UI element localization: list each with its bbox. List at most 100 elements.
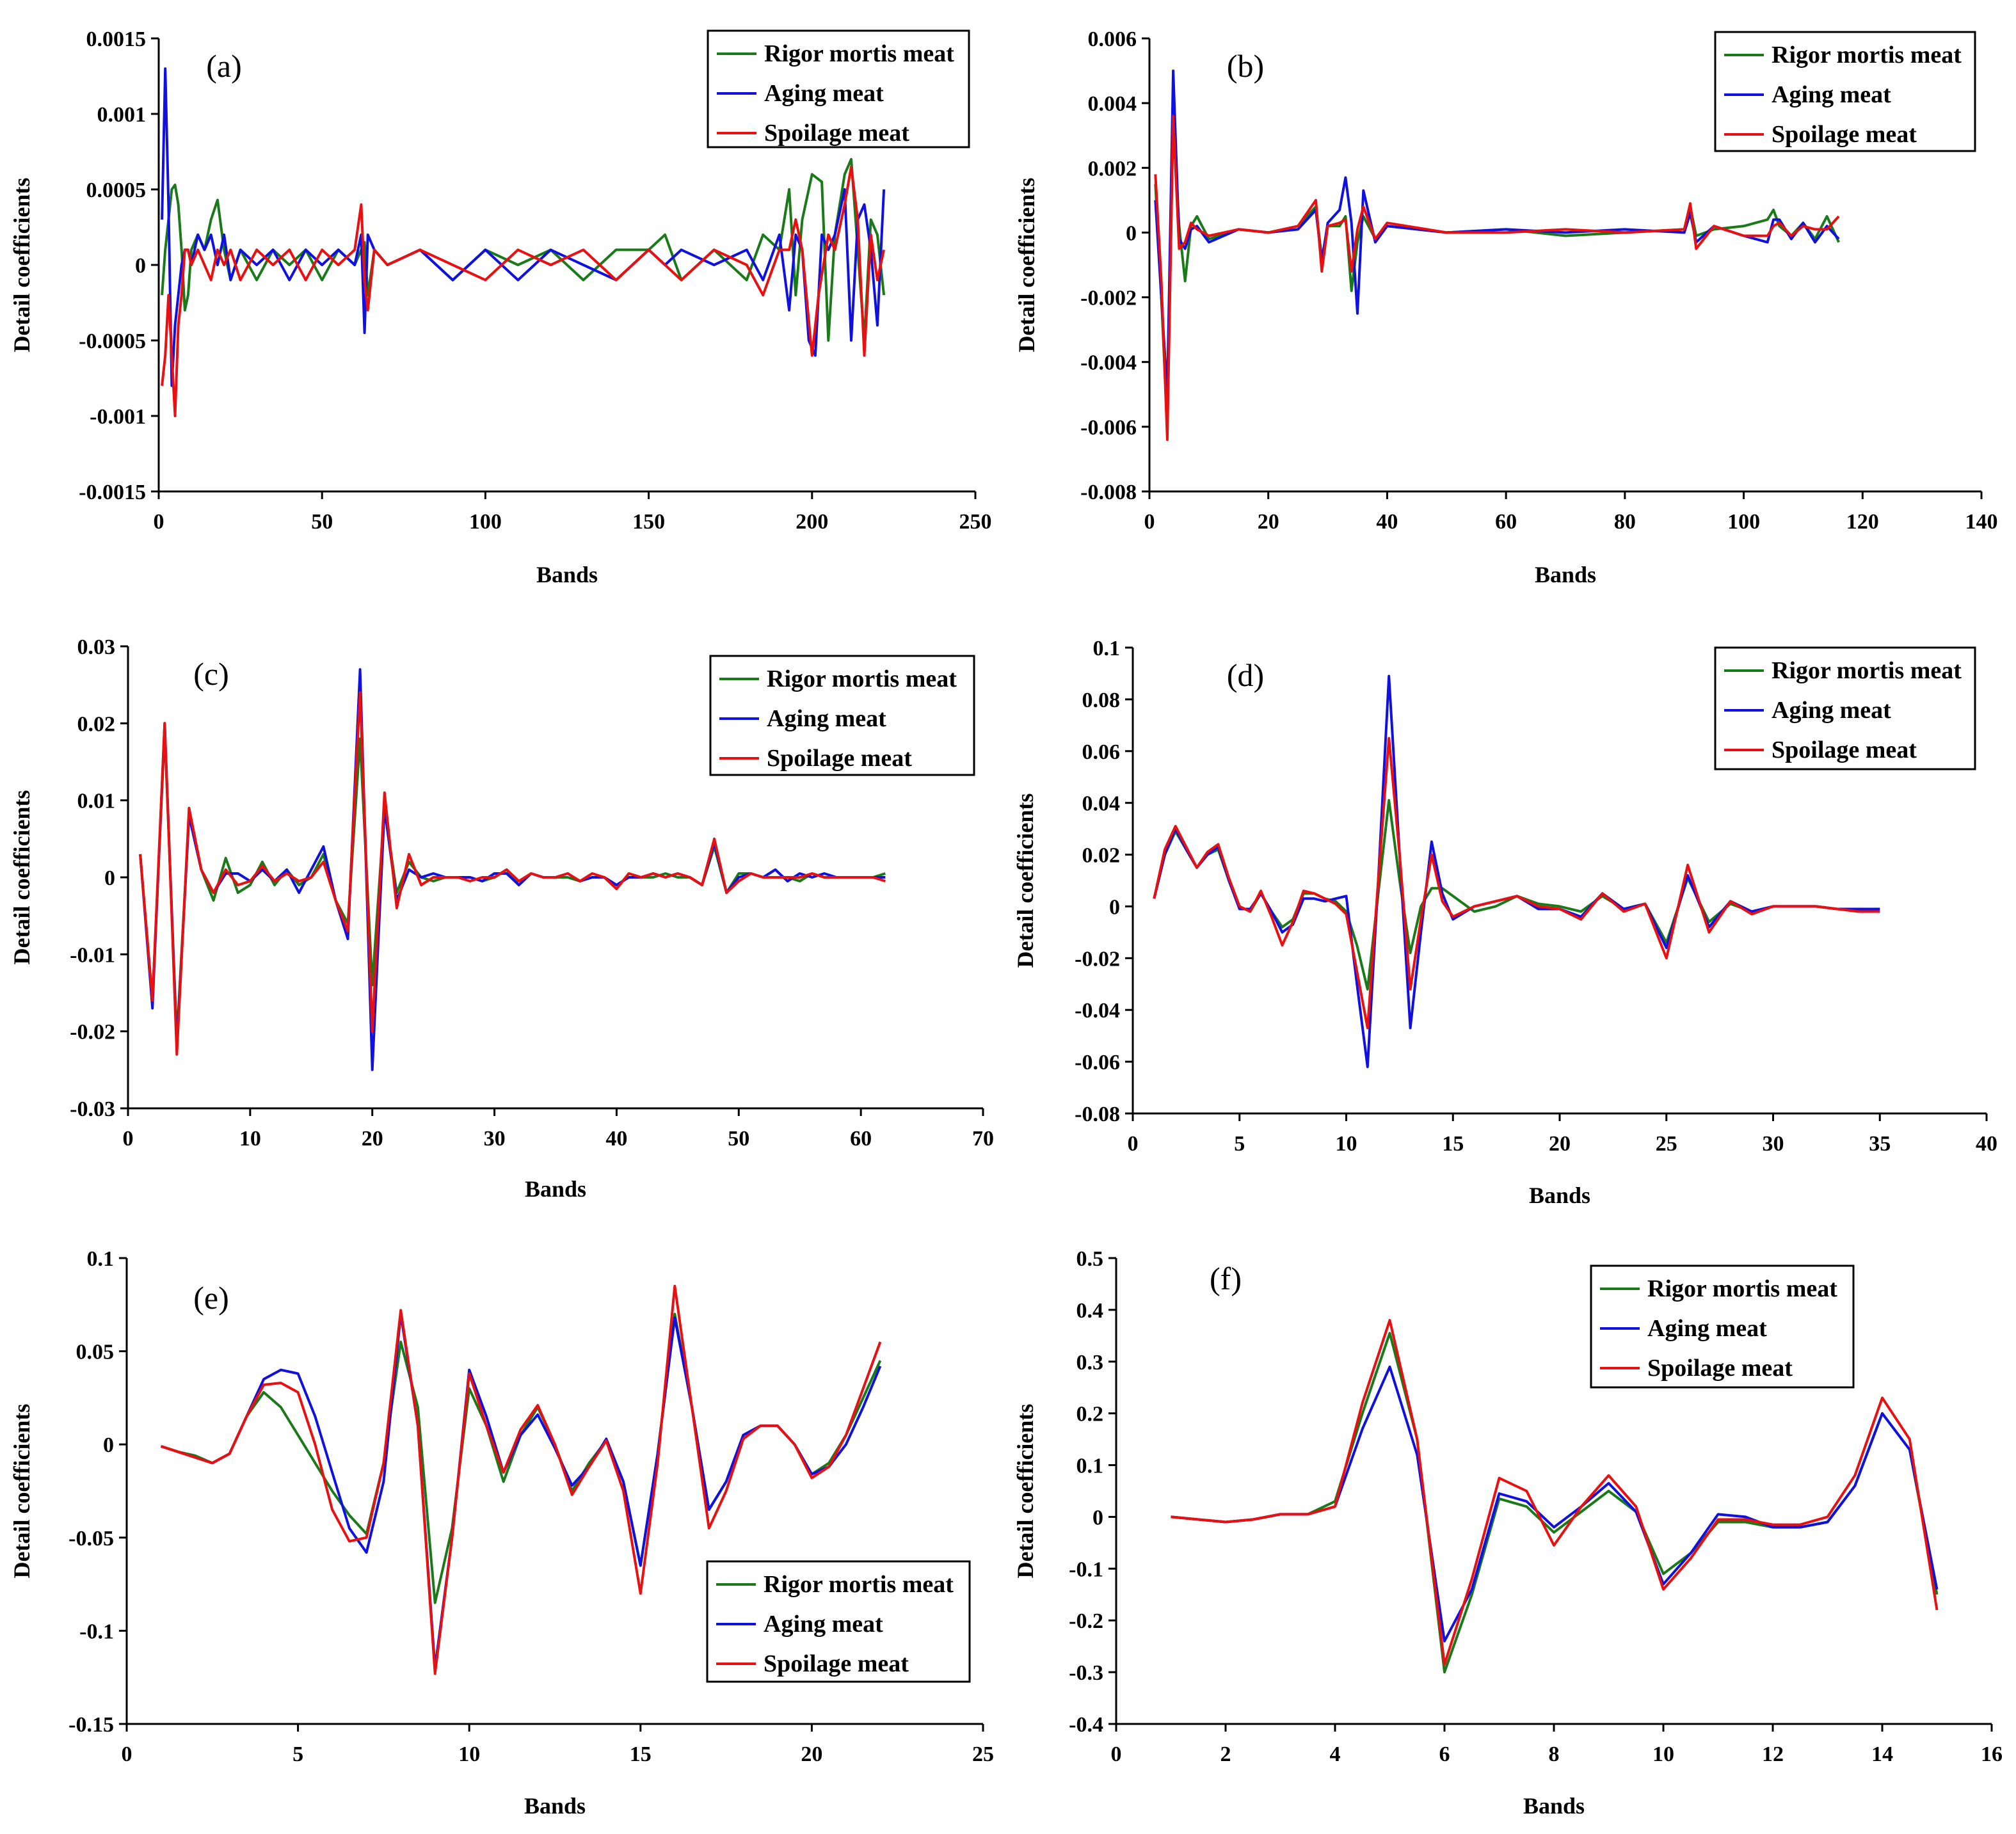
chart-2-xtick-label: 0	[123, 1127, 134, 1151]
chart-5-ytick-label: 0.4	[1076, 1299, 1104, 1323]
chart-4-legend-label-aging-meat: Aging meat	[764, 1611, 883, 1638]
panel-c: -0.03 -0.02 -0.01 0 0.01 0.02 0.03 0 10 20 30 40 50 6…	[9, 635, 994, 1202]
chart-3-xlabel: Bands	[1529, 1183, 1590, 1208]
chart-4-xtick-label: 0	[122, 1742, 132, 1766]
chart-3-xtick-label: 25	[1656, 1132, 1677, 1156]
chart-2-panel-label: (c)	[193, 656, 229, 692]
chart-5-panel-label: (f)	[1210, 1261, 1242, 1296]
chart-1-series-spoilage-meat	[1154, 115, 1840, 442]
chart-2-xtick-label: 10	[239, 1127, 261, 1151]
chart-1-legend-label-aging-meat: Aging meat	[1772, 81, 1891, 108]
chart-4-xtick-label: 5	[292, 1742, 303, 1766]
chart-0-ytick-label: -0.0005	[79, 330, 146, 353]
chart-5-legend-label-rigor-mortis-meat: Rigor mortis meat	[1647, 1275, 1837, 1302]
chart-2-ytick-label: -0.01	[70, 943, 115, 967]
chart-5-ytick-label: -0.2	[1069, 1609, 1103, 1633]
chart-3-legend-label-spoilage-meat: Spoilage meat	[1772, 737, 1917, 763]
chart-3-legend-label-rigor-mortis-meat: Rigor mortis meat	[1772, 657, 1962, 684]
panel-e: -0.15 -0.1 -0.05 0 0.05 0.1 0 5 10 15 20 25 Bands Det…	[9, 1247, 994, 1819]
chart-0-series-spoilage-meat	[161, 165, 886, 417]
chart-3-xtick-label: 40	[1976, 1132, 1997, 1156]
chart-0-xtick-label: 100	[469, 510, 502, 534]
chart-5-xtick-label: 6	[1439, 1742, 1450, 1766]
chart-3-xtick-label: 0	[1128, 1132, 1139, 1156]
chart-5-xtick-label: 16	[1981, 1742, 2003, 1766]
chart-2-xtick-label: 70	[972, 1127, 994, 1151]
chart-2-xlabel: Bands	[525, 1176, 586, 1202]
chart-3-xtick-label: 30	[1763, 1132, 1784, 1156]
chart-3-xtick-label: 15	[1442, 1132, 1464, 1156]
chart-0-ytick-label: -0.0015	[79, 481, 146, 504]
chart-1-xtick-label: 120	[1846, 510, 1879, 534]
chart-4-xtick-label: 10	[458, 1742, 480, 1766]
chart-1-ytick-label: 0.006	[1088, 28, 1137, 51]
chart-4-legend	[706, 1560, 971, 1683]
chart-4-panel-label: (e)	[193, 1280, 229, 1316]
chart-5-xtick-label: 8	[1549, 1742, 1560, 1766]
chart-1-xlabel: Bands	[1535, 562, 1596, 587]
chart-4-ytick-label: -0.1	[79, 1620, 114, 1643]
chart-4-xtick-label: 15	[630, 1742, 652, 1766]
chart-1-legend-label-spoilage-meat: Spoilage meat	[1772, 121, 1917, 148]
chart-4-legend-label-spoilage-meat: Spoilage meat	[764, 1650, 909, 1677]
chart-1-xtick-label: 0	[1144, 510, 1155, 534]
chart-2-ytick-label: 0.03	[77, 635, 116, 659]
chart-2-series-spoilage-meat	[139, 691, 886, 1056]
chart-5-ytick-label: 0.2	[1076, 1403, 1104, 1426]
chart-0-ylabel: Detail coefficients	[9, 178, 35, 353]
chart-1-ytick-label: 0.004	[1088, 92, 1137, 116]
chart-2-ytick-label: -0.02	[70, 1021, 115, 1044]
chart-4-xlabel: Bands	[524, 1793, 586, 1819]
chart-5-xtick-label: 12	[1762, 1742, 1784, 1766]
panel-a: -0.0015 -0.001 -0.0005 0 0.0005 0.001 0.0015 0 5…	[9, 28, 992, 587]
chart-1-xtick-label: 140	[1965, 510, 1998, 534]
chart-0-ytick-label: 0.001	[97, 103, 147, 127]
chart-0-legend	[707, 29, 970, 148]
chart-0-legend-label-aging-meat: Aging meat	[764, 80, 884, 107]
chart-2-xtick-label: 30	[484, 1127, 506, 1151]
chart-4-xtick-label: 20	[801, 1742, 822, 1766]
chart-2-ylabel: Detail coefficients	[9, 790, 35, 965]
chart-1-ytick-label: 0	[1126, 221, 1137, 245]
chart-4-ytick-label: -0.15	[68, 1713, 114, 1737]
chart-3-ytick-label: 0.08	[1082, 689, 1121, 712]
chart-3-ytick-label: 0	[1109, 895, 1120, 919]
chart-0-ytick-label: 0.0005	[86, 179, 147, 202]
chart-1-panel-label: (b)	[1227, 48, 1264, 84]
chart-0-ytick-label: -0.001	[90, 405, 146, 429]
chart-4-legend-label-rigor-mortis-meat: Rigor mortis meat	[764, 1571, 954, 1598]
chart-4-ylabel: Detail coefficients	[9, 1404, 35, 1579]
chart-2-series-rigor-mortis-meat	[139, 730, 886, 1041]
chart-4-xtick-label: 25	[972, 1742, 994, 1766]
chart-2-ytick-label: -0.03	[70, 1097, 115, 1121]
chart-3-ytick-label: 0.04	[1082, 792, 1121, 816]
chart-1-xtick-label: 20	[1258, 510, 1279, 534]
chart-0-ytick-label: 0	[135, 254, 146, 278]
chart-5-legend-label-spoilage-meat: Spoilage meat	[1647, 1355, 1793, 1382]
chart-5-xtick-label: 0	[1111, 1742, 1122, 1766]
chart-1-xtick-label: 40	[1376, 510, 1398, 534]
chart-1-ytick-label: -0.002	[1080, 287, 1137, 310]
chart-1-ytick-label: 0.002	[1088, 157, 1137, 180]
chart-3-ytick-label: 0.06	[1082, 740, 1121, 764]
chart-3-legend	[1714, 646, 1976, 770]
chart-3-series-aging-meat	[1153, 674, 1880, 1069]
chart-0-xtick-label: 0	[154, 510, 164, 534]
chart-0-legend-label-spoilage-meat: Spoilage meat	[764, 120, 909, 147]
panel-b: -0.008 -0.006 -0.004 -0.002 0 0.002 0.004 0.006…	[1014, 28, 1998, 587]
panel-f: -0.4 -0.3 -0.2 -0.1 0 0.1 0.2 0.3 0.4 0.5 0 2 4 6 8 10 1…	[1012, 1247, 2003, 1819]
chart-1-series-rigor-mortis-meat	[1154, 118, 1840, 428]
chart-4-series-rigor-mortis-meat	[160, 1312, 882, 1604]
chart-4-ytick-label: -0.05	[68, 1527, 114, 1551]
chart-2-legend	[709, 655, 975, 776]
chart-3-ytick-label: -0.06	[1075, 1051, 1120, 1074]
chart-5-ytick-label: -0.3	[1069, 1661, 1103, 1685]
chart-2-ytick-label: 0.02	[77, 712, 116, 736]
chart-2-xtick-label: 40	[605, 1127, 627, 1151]
chart-2-xtick-label: 50	[728, 1127, 749, 1151]
chart-0-legend-label-rigor-mortis-meat: Rigor mortis meat	[764, 40, 954, 67]
chart-1-ylabel: Detail coefficients	[1014, 178, 1039, 353]
chart-2-legend-label-aging-meat: Aging meat	[767, 705, 886, 732]
chart-4-ytick-label: 0.05	[76, 1341, 115, 1364]
chart-1-xtick-label: 100	[1727, 510, 1760, 534]
